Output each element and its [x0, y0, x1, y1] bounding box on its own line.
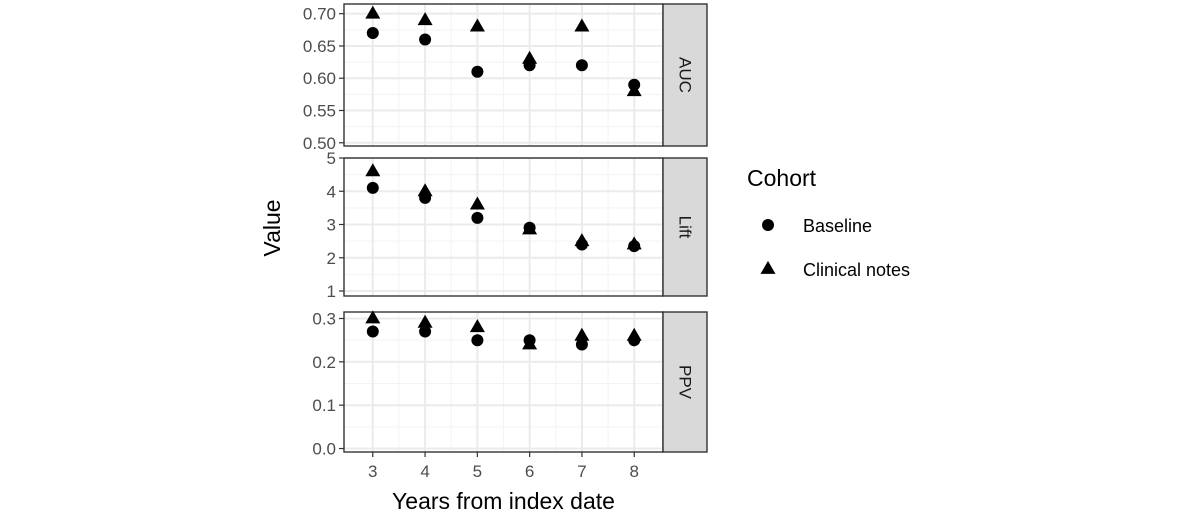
point-clinical-notes-auc-7 — [574, 18, 590, 32]
y-tick-label: 0.55 — [303, 102, 336, 121]
facet-strip-label: Lift — [676, 216, 695, 239]
y-axis-title: Value — [259, 199, 285, 256]
legend-label: Baseline — [803, 216, 872, 236]
legend-title: Cohort — [747, 165, 817, 191]
facet-strip — [662, 3, 708, 147]
point-baseline-auc-4 — [419, 33, 432, 46]
point-clinical-notes-lift-3 — [365, 163, 381, 177]
point-baseline-auc-3 — [366, 27, 379, 39]
legend-label: Clinical notes — [803, 260, 910, 280]
point-baseline-ppv-3 — [366, 325, 379, 338]
y-tick-label: 5 — [327, 149, 336, 168]
point-clinical-notes-ppv-5 — [469, 319, 485, 333]
point-clinical-notes-auc-3 — [365, 5, 381, 19]
point-clinical-notes-ppv-6 — [522, 336, 538, 350]
point-baseline-ppv-5 — [471, 334, 484, 347]
point-baseline-ppv-4 — [419, 325, 432, 338]
point-baseline-auc-5 — [471, 65, 484, 78]
x-tick-label: 3 — [368, 462, 377, 481]
y-tick-label: 0.2 — [312, 353, 336, 372]
point-clinical-notes-lift-4 — [417, 183, 433, 197]
point-clinical-notes-lift-7 — [574, 233, 590, 247]
x-tick-label: 6 — [525, 462, 534, 481]
legend: Cohort Baseline Clinical notes — [747, 165, 910, 280]
y-tick-label: 2 — [327, 249, 336, 268]
y-tick-label: 0.50 — [303, 134, 336, 153]
y-tick-label: 0.3 — [312, 310, 336, 329]
point-clinical-notes-ppv-8 — [626, 327, 642, 341]
facet-strip — [662, 311, 708, 453]
facet-panel-auc: 0.50 0.55 0.60 0.65 0.70 AUC — [303, 3, 708, 153]
facet-strip-label: AUC — [676, 57, 695, 93]
legend-key-clinical-notes — [760, 260, 776, 274]
x-tick-label: 7 — [577, 462, 586, 481]
point-clinical-notes-lift-8 — [626, 236, 642, 250]
point-clinical-notes-auc-6 — [522, 50, 538, 64]
point-clinical-notes-ppv-3 — [365, 310, 381, 324]
y-tick-label: 3 — [327, 216, 336, 235]
point-clinical-notes-lift-5 — [469, 196, 485, 210]
y-tick-label: 0.60 — [303, 69, 336, 88]
x-tick-label: 5 — [473, 462, 482, 481]
point-clinical-notes-auc-8 — [626, 83, 642, 97]
facet-panel-ppv: 0.0 0.1 0.2 0.3 PPV — [312, 310, 708, 459]
point-baseline-lift-5 — [471, 211, 484, 224]
y-tick-label: 4 — [327, 182, 336, 201]
point-clinical-notes-lift-6 — [522, 221, 538, 235]
point-baseline-auc-7 — [575, 59, 588, 72]
y-tick-label: 0.0 — [312, 440, 336, 459]
facet-panel-lift: 1 2 3 4 5 Lift — [327, 149, 708, 301]
legend-key-baseline — [762, 219, 774, 231]
x-tick-label: 8 — [630, 462, 639, 481]
point-clinical-notes-ppv-7 — [574, 327, 590, 341]
point-baseline-ppv-7 — [575, 338, 588, 351]
x-axis-title: Years from index date — [392, 488, 615, 514]
y-tick-label: 1 — [327, 282, 336, 301]
point-clinical-notes-auc-4 — [417, 12, 433, 26]
facet-strip-label: PPV — [676, 365, 695, 400]
point-clinical-notes-auc-5 — [469, 18, 485, 32]
y-tick-label: 0.1 — [312, 396, 336, 415]
facet-strip — [662, 157, 708, 297]
point-clinical-notes-ppv-4 — [417, 314, 433, 328]
x-tick-label: 4 — [420, 462, 429, 481]
point-baseline-lift-3 — [366, 181, 379, 194]
y-tick-label: 0.65 — [303, 37, 336, 56]
y-tick-label: 0.70 — [303, 5, 336, 24]
